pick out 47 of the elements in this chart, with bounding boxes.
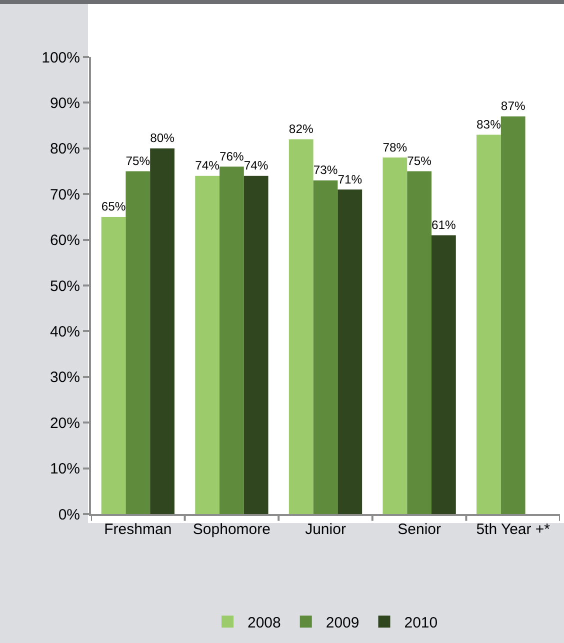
data-label: 71% xyxy=(338,172,362,186)
bar xyxy=(101,216,126,514)
x-tick-label: 5th Year +* xyxy=(476,521,550,538)
data-label: 76% xyxy=(220,149,244,164)
bar xyxy=(126,171,150,514)
bar xyxy=(382,158,408,514)
bar xyxy=(476,134,501,514)
data-label: 82% xyxy=(288,122,314,136)
legend-label: 2010 xyxy=(404,614,438,632)
y-tick-label: 30% xyxy=(50,369,80,386)
data-label: 83% xyxy=(476,117,502,132)
y-tick-label: 60% xyxy=(50,232,80,250)
x-tick-label: Junior xyxy=(305,521,346,538)
data-label: 61% xyxy=(431,218,456,232)
bar xyxy=(220,166,244,514)
y-tick-label: 100% xyxy=(42,49,80,66)
bar xyxy=(407,171,432,514)
data-label: 75% xyxy=(407,154,432,168)
data-label: 73% xyxy=(313,163,338,178)
legend-label: 2009 xyxy=(326,614,360,632)
data-label: 74% xyxy=(195,158,220,173)
bar xyxy=(288,139,314,514)
data-label: 80% xyxy=(150,131,175,146)
y-tick-label: 50% xyxy=(50,278,80,295)
y-tick-label: 90% xyxy=(50,94,80,112)
bar xyxy=(244,176,268,514)
data-label: 75% xyxy=(126,154,150,168)
y-tick-label: 20% xyxy=(50,414,80,432)
x-tick-label: Sophomore xyxy=(192,521,270,538)
data-label: 87% xyxy=(500,99,526,114)
data-label: 78% xyxy=(382,140,408,154)
data-label: 74% xyxy=(244,158,268,173)
data-label: 65% xyxy=(101,200,126,214)
y-tick-label: 10% xyxy=(50,460,80,478)
x-tick-label: Freshman xyxy=(104,521,172,538)
bar xyxy=(500,116,526,514)
x-tick-label: Senior xyxy=(398,521,441,538)
bar xyxy=(431,235,456,514)
y-tick-label: 40% xyxy=(50,323,80,340)
legend-label: 2008 xyxy=(248,614,281,632)
y-tick-label: 0% xyxy=(58,506,80,524)
bar xyxy=(338,190,362,514)
y-tick-label: 70% xyxy=(50,186,80,204)
bar xyxy=(150,148,174,514)
bar xyxy=(195,176,220,514)
y-tick-label: 80% xyxy=(50,140,80,158)
bar xyxy=(313,180,338,514)
